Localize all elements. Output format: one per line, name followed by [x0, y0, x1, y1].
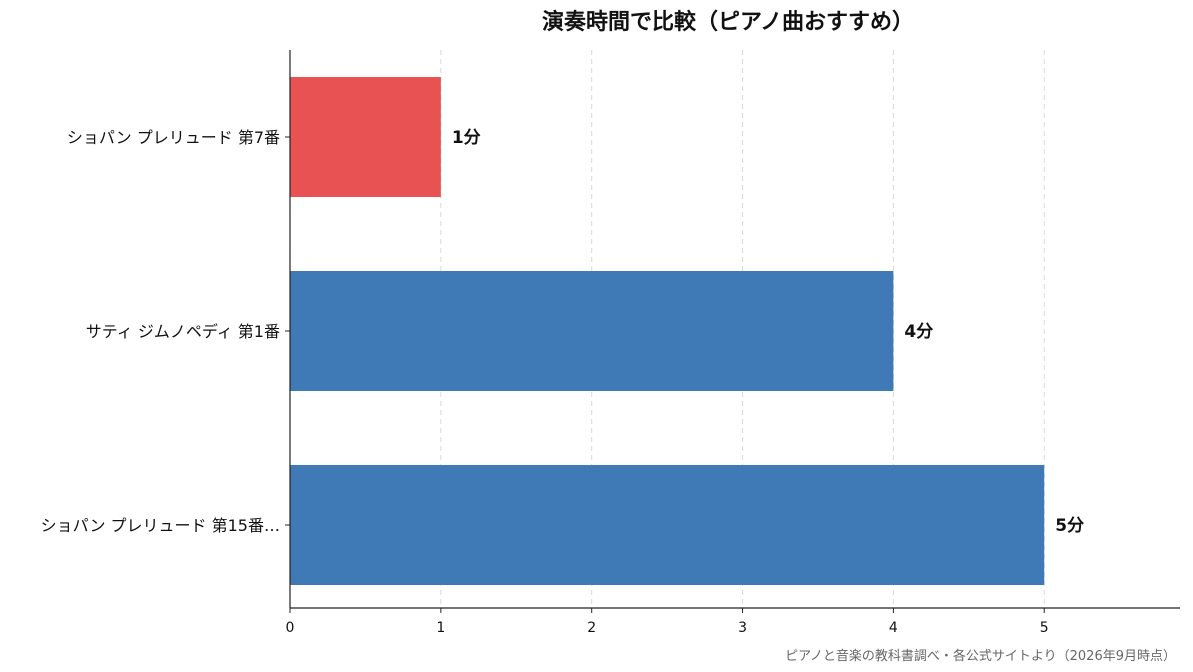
category-label-2: ショパン プレリュード 第15番… — [41, 516, 280, 535]
category-label-0: ショパン プレリュード 第7番 — [67, 128, 280, 147]
axis-layer: 0 1 2 3 4 5 — [285, 50, 1180, 636]
category-label-1: サティ ジムノペディ 第1番 — [86, 322, 280, 341]
bar-1 — [290, 271, 894, 391]
x-tick-label-4: 4 — [889, 620, 898, 636]
x-tick-label-1: 1 — [436, 620, 445, 636]
bar-layer — [290, 77, 1045, 585]
value-label-0: 1分 — [452, 128, 481, 148]
x-tick-label-0: 0 — [286, 620, 295, 636]
x-tick-label-5: 5 — [1040, 620, 1049, 636]
chart-title: 演奏時間で比較（ピアノ曲おすすめ） — [542, 9, 914, 35]
x-tick-label-2: 2 — [587, 620, 596, 636]
x-tick-label-3: 3 — [738, 620, 747, 636]
bar-2 — [290, 465, 1045, 585]
value-label-2: 5分 — [1055, 516, 1084, 536]
value-label-1: 4分 — [904, 322, 933, 342]
source-note: ピアノと音楽の教科書調べ・各公式サイトより（2026年9月時点） — [785, 648, 1176, 664]
bar-0 — [290, 77, 441, 197]
